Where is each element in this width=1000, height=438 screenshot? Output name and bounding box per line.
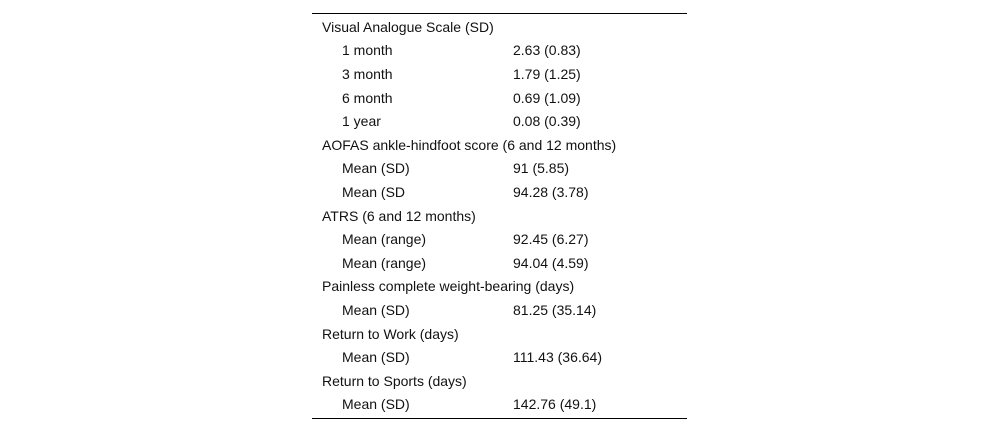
- table-row: Mean (range) 92.45 (6.27): [312, 227, 687, 251]
- table-row: Visual Analogue Scale (SD): [312, 15, 687, 39]
- row-label: Return to Work (days): [322, 325, 459, 342]
- table-row: Mean (SD) 111.43 (36.64): [312, 345, 687, 369]
- table-row: Mean (SD) 142.76 (49.1): [312, 393, 687, 417]
- row-label: Return to Sports (days): [322, 372, 467, 389]
- table-row: Mean (SD) 81.25 (35.14): [312, 298, 687, 322]
- table-row: Mean (range) 94.04 (4.59): [312, 251, 687, 275]
- row-value: 142.76 (49.1): [513, 396, 597, 413]
- row-label: Mean (SD): [342, 396, 410, 413]
- row-label: Painless complete weight-bearing (days): [322, 278, 575, 295]
- table-row: 1 year 0.08 (0.39): [312, 109, 687, 133]
- row-value: 91 (5.85): [513, 160, 570, 177]
- row-value: 1.79 (1.25): [513, 65, 581, 82]
- table-row: Return to Work (days): [312, 322, 687, 346]
- row-value: 92.45 (6.27): [513, 231, 589, 248]
- row-value: 0.08 (0.39): [513, 113, 581, 130]
- row-label: 1 month: [342, 42, 393, 59]
- row-value: 0.69 (1.09): [513, 89, 581, 106]
- table-row: Mean (SD 94.28 (3.78): [312, 180, 687, 204]
- table-row: 6 month 0.69 (1.09): [312, 86, 687, 110]
- row-label: 6 month: [342, 89, 393, 106]
- row-value: 94.28 (3.78): [513, 183, 589, 200]
- row-value: 2.63 (0.83): [513, 42, 581, 59]
- table-row: Mean (SD) 91 (5.85): [312, 157, 687, 181]
- row-label: Mean (SD): [342, 301, 410, 318]
- row-value: 94.04 (4.59): [513, 254, 589, 271]
- table-row: ATRS (6 and 12 months): [312, 204, 687, 228]
- row-label: Visual Analogue Scale (SD): [322, 18, 494, 35]
- row-label: 1 year: [342, 113, 381, 130]
- table-row: 3 month 1.79 (1.25): [312, 62, 687, 86]
- row-label: 3 month: [342, 65, 393, 82]
- outcomes-table: Visual Analogue Scale (SD) 1 month 2.63 …: [312, 13, 687, 420]
- table-row: AOFAS ankle-hindfoot score (6 and 12 mon…: [312, 133, 687, 157]
- table-row: Painless complete weight-bearing (days): [312, 275, 687, 299]
- row-label: AOFAS ankle-hindfoot score (6 and 12 mon…: [322, 136, 617, 153]
- row-label: Mean (SD): [342, 160, 410, 177]
- row-label: Mean (range): [342, 254, 427, 271]
- row-value: 111.43 (36.64): [513, 349, 602, 366]
- row-value: 81.25 (35.14): [513, 301, 597, 318]
- row-label: ATRS (6 and 12 months): [322, 207, 476, 224]
- table-row: Return to Sports (days): [312, 369, 687, 393]
- row-label: Mean (SD: [342, 183, 406, 200]
- row-label: Mean (SD): [342, 349, 410, 366]
- table-row: 1 month 2.63 (0.83): [312, 39, 687, 63]
- row-label: Mean (range): [342, 231, 427, 248]
